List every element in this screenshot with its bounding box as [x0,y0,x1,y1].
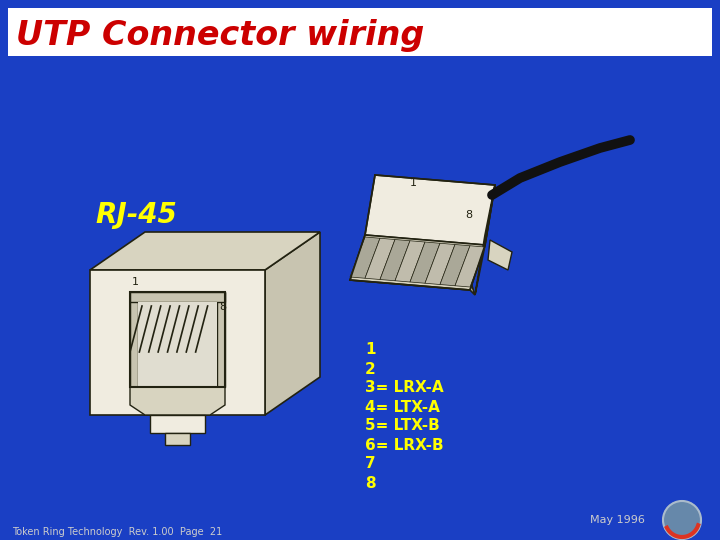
Text: 8: 8 [465,210,472,220]
Polygon shape [365,175,495,245]
Polygon shape [425,243,455,285]
Polygon shape [365,238,395,280]
Text: Token Ring Technology  Rev. 1.00  Page  21: Token Ring Technology Rev. 1.00 Page 21 [12,527,222,537]
Polygon shape [488,240,512,270]
Text: 2: 2 [365,361,376,376]
Polygon shape [380,240,410,281]
Text: UTP Connector wiring: UTP Connector wiring [16,18,424,51]
Bar [138,302,217,387]
Polygon shape [395,241,425,282]
Polygon shape [410,242,440,284]
Bar [217,292,225,387]
Bar [8,8,712,56]
Polygon shape [440,245,470,286]
Bar [130,292,225,302]
Text: 8: 8 [365,476,376,490]
Polygon shape [130,387,225,415]
Polygon shape [350,235,485,290]
Text: 8: 8 [219,302,226,312]
Bar [165,433,190,445]
Text: 3= LRX-A: 3= LRX-A [365,381,444,395]
Text: 6= LRX-B: 6= LRX-B [365,437,444,453]
Text: May 1996: May 1996 [590,515,645,525]
Text: 5= LTX-B: 5= LTX-B [365,418,440,434]
Text: RJ-45: RJ-45 [95,201,176,229]
Text: 1: 1 [132,277,139,287]
Text: 1: 1 [365,342,376,357]
Polygon shape [350,280,475,295]
Text: 4= LTX-A: 4= LTX-A [365,400,440,415]
Polygon shape [90,232,320,270]
Bar [130,292,225,387]
Bar [130,292,138,387]
Text: 1: 1 [410,178,417,188]
Circle shape [663,501,701,539]
Polygon shape [455,246,485,287]
Polygon shape [265,232,320,415]
Bar [90,270,265,415]
Bar [150,415,205,433]
Polygon shape [350,237,380,278]
Polygon shape [475,185,495,295]
Text: 7: 7 [365,456,376,471]
